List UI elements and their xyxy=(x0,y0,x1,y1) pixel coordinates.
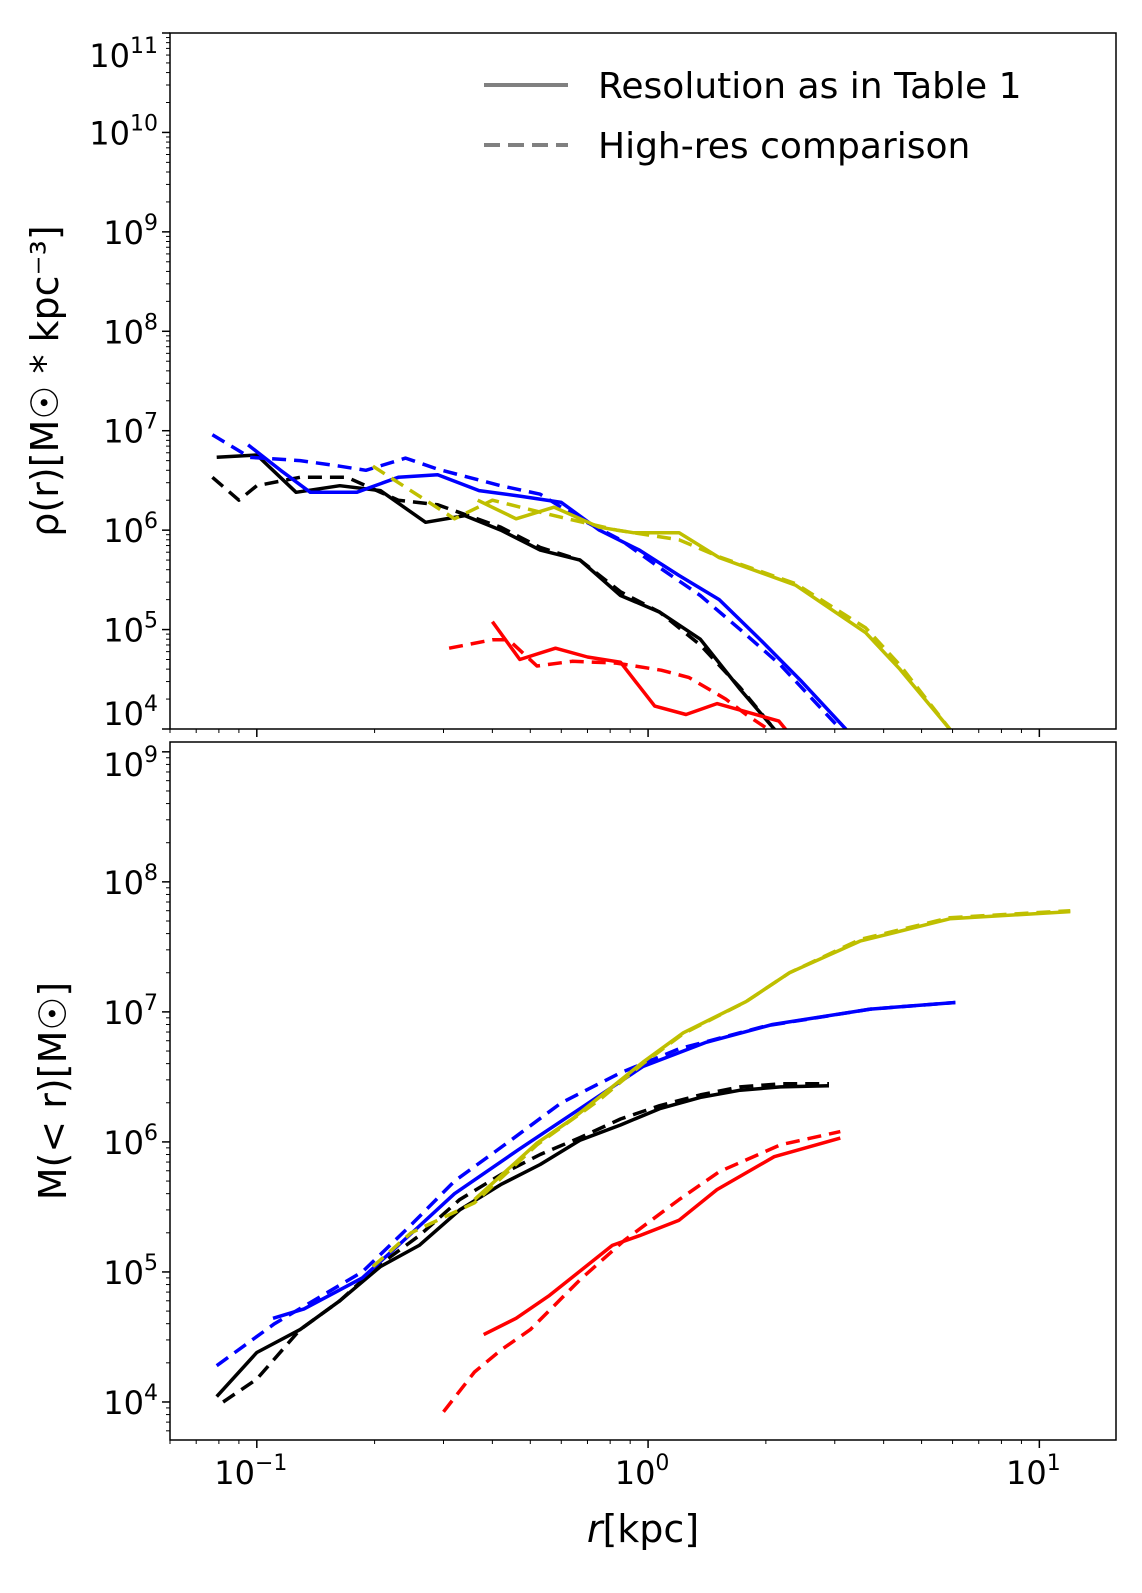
y-tick-base: 10 xyxy=(103,214,144,252)
legend: Resolution as in Table 1 High-res compar… xyxy=(484,66,1022,167)
y-tick-base: 10 xyxy=(103,313,144,351)
y-tick-exponent: 6 xyxy=(144,1121,158,1146)
x-tick-base: 10 xyxy=(1006,1454,1047,1492)
y-tick-label: 106 xyxy=(103,509,158,550)
y-tick-label: 104 xyxy=(103,1381,158,1422)
y-tick-label: 108 xyxy=(103,310,158,351)
y-tick-base: 10 xyxy=(103,864,144,902)
y-tick-base: 10 xyxy=(103,413,144,451)
y-tick-exponent: 5 xyxy=(144,1251,158,1276)
y-tick-label: 109 xyxy=(103,211,158,252)
series-blue-solid xyxy=(272,1000,956,1320)
x-axis-label-var: r xyxy=(587,1507,605,1551)
series-red-dashed xyxy=(442,1129,841,1413)
y-tick-exponent: 8 xyxy=(144,861,158,886)
series-group xyxy=(211,433,952,729)
plot-frame xyxy=(169,32,1117,730)
series-yellow-dashed xyxy=(371,908,1071,1268)
y-tick-exponent: 8 xyxy=(144,310,158,335)
series-blue-dashed xyxy=(211,433,843,729)
legend-label-solid: Resolution as in Table 1 xyxy=(598,66,1022,107)
y-tick-label: 105 xyxy=(103,609,158,650)
y-tick-exponent: 9 xyxy=(144,211,158,236)
series-yellow-solid xyxy=(476,498,952,729)
y-tick-base: 10 xyxy=(89,37,130,75)
x-tick-exponent: 0 xyxy=(655,1451,669,1476)
y-tick-exponent: 10 xyxy=(130,111,158,136)
y-tick-exponent: 5 xyxy=(144,609,158,634)
y-tick-label: 106 xyxy=(103,1121,158,1162)
mass-y-axis-label: M(< r)[M☉] xyxy=(31,982,75,1200)
y-tick-label: 104 xyxy=(103,692,158,733)
series-black-dashed xyxy=(211,475,777,729)
x-tick-base: 10 xyxy=(214,1454,255,1492)
series-group xyxy=(215,908,1071,1413)
y-tick-exponent: 9 xyxy=(144,743,158,768)
y-tick-exponent: 11 xyxy=(130,34,158,59)
x-tick-label: 100 xyxy=(615,1451,670,1492)
series-black-solid xyxy=(215,1084,830,1398)
y-tick-label: 105 xyxy=(103,1251,158,1292)
y-tick-base: 10 xyxy=(103,695,144,733)
y-tick-base: 10 xyxy=(103,1124,144,1162)
x-tick-exponent: 1 xyxy=(1047,1451,1061,1476)
series-yellow-dashed xyxy=(371,464,952,729)
y-tick-label: 1011 xyxy=(89,34,158,75)
plot-frame xyxy=(169,741,1117,1441)
x-axis-label: r[kpc] xyxy=(587,1507,699,1551)
y-tick-exponent: 4 xyxy=(144,692,158,717)
y-tick-base: 10 xyxy=(103,1384,144,1422)
series-black-dashed xyxy=(222,1082,829,1404)
series-blue-solid xyxy=(247,443,848,729)
y-tick-label: 1010 xyxy=(89,111,158,152)
y-tick-label: 107 xyxy=(103,410,158,451)
series-red-solid xyxy=(482,1136,841,1337)
y-tick-exponent: 7 xyxy=(144,991,158,1016)
y-tick-base: 10 xyxy=(103,994,144,1032)
series-red-solid xyxy=(490,620,788,729)
legend-label-dashed: High-res comparison xyxy=(598,126,970,167)
y-tick-base: 10 xyxy=(89,114,130,152)
x-axis-label-unit: [kpc] xyxy=(602,1507,699,1551)
density-y-axis-label: ρ(r)[M☉ * kpc⁻³] xyxy=(23,225,67,536)
y-tick-label: 108 xyxy=(103,861,158,902)
y-tick-label: 109 xyxy=(103,743,158,784)
y-tick-base: 10 xyxy=(103,612,144,650)
y-tick-exponent: 4 xyxy=(144,1381,158,1406)
x-tick-label: 10−1 xyxy=(214,1451,287,1492)
series-blue-dashed xyxy=(215,1000,956,1368)
y-tick-exponent: 7 xyxy=(144,410,158,435)
y-tick-base: 10 xyxy=(103,512,144,550)
x-tick-base: 10 xyxy=(615,1454,656,1492)
x-tick-label: 101 xyxy=(1006,1451,1061,1492)
y-tick-base: 10 xyxy=(103,1254,144,1292)
y-tick-exponent: 6 xyxy=(144,509,158,534)
series-red-dashed xyxy=(448,638,771,729)
y-tick-label: 107 xyxy=(103,991,158,1032)
x-tick-exponent: −1 xyxy=(255,1451,287,1476)
y-tick-base: 10 xyxy=(103,746,144,784)
